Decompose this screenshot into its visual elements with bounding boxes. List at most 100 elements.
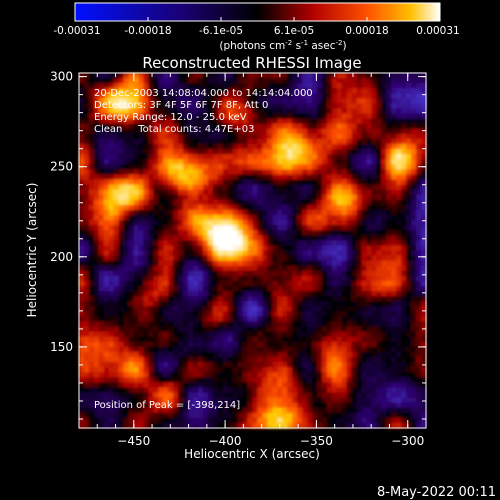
heatmap-cell xyxy=(321,316,328,323)
heatmap-cell xyxy=(336,98,343,105)
heatmap-cell xyxy=(108,209,115,216)
heatmap-cell xyxy=(391,138,397,145)
heatmap-cell xyxy=(311,179,318,186)
heatmap-cell xyxy=(193,397,199,404)
heatmap-cell xyxy=(128,169,135,176)
heatmap-cell xyxy=(307,113,313,120)
heatmap-cell xyxy=(371,316,378,323)
heatmap-cell xyxy=(381,88,387,94)
heatmap-cell xyxy=(138,377,145,383)
heatmap-cell xyxy=(311,407,318,414)
heatmap-cell xyxy=(351,184,358,191)
heatmap-cell xyxy=(302,407,308,414)
heatmap-cell xyxy=(108,260,115,267)
heatmap-cell xyxy=(257,346,264,353)
heatmap-cell xyxy=(302,301,308,307)
heatmap-cell xyxy=(391,194,397,201)
heatmap-cell xyxy=(376,103,382,110)
heatmap-cell xyxy=(396,326,402,333)
heatmap-cell xyxy=(361,367,368,373)
heatmap-cell xyxy=(178,367,184,373)
heatmap-cell xyxy=(158,149,164,155)
heatmap-cell xyxy=(297,357,303,363)
heatmap-cell xyxy=(401,169,407,176)
heatmap-cell xyxy=(381,225,387,231)
heatmap-cell xyxy=(262,240,268,247)
heatmap-cell xyxy=(351,189,358,196)
heatmap-cell xyxy=(371,280,378,287)
heatmap-cell xyxy=(316,316,323,323)
heatmap-cell xyxy=(346,204,353,211)
heatmap-cell xyxy=(232,123,239,130)
heatmap-cell xyxy=(297,397,303,404)
heatmap-cell xyxy=(93,215,100,221)
heatmap-cell xyxy=(108,321,115,328)
heatmap-cell xyxy=(292,341,298,348)
heatmap-cell xyxy=(267,189,273,196)
heatmap-cell xyxy=(79,316,85,323)
heatmap-cell xyxy=(401,260,407,267)
heatmap-cell xyxy=(237,291,244,297)
heatmap-cell xyxy=(227,407,234,414)
heatmap-cell xyxy=(297,286,303,292)
heatmap-cell xyxy=(316,255,323,262)
heatmap-cell xyxy=(277,301,283,307)
heatmap-cell xyxy=(237,377,244,383)
heatmap-cell xyxy=(321,422,328,429)
heatmap-cell xyxy=(79,194,85,201)
heatmap-cell xyxy=(237,336,244,343)
heatmap-cell xyxy=(178,291,184,297)
heatmap-cell xyxy=(311,301,318,307)
heatmap-cell xyxy=(83,275,90,282)
heatmap-cell xyxy=(391,270,397,277)
heatmap-cell xyxy=(143,412,149,419)
heatmap-cell xyxy=(257,296,264,302)
heatmap-cell xyxy=(188,301,194,307)
heatmap-cell xyxy=(331,204,338,211)
heatmap-cell xyxy=(321,184,328,191)
heatmap-cell xyxy=(88,255,95,262)
heatmap-cell xyxy=(207,311,214,318)
heatmap-cell xyxy=(396,88,402,94)
heatmap-cell xyxy=(361,240,368,247)
heatmap-cell xyxy=(148,341,154,348)
heatmap-cell xyxy=(411,336,417,343)
heatmap-cell xyxy=(326,311,333,318)
heatmap-cell xyxy=(336,220,343,226)
heatmap-cell xyxy=(391,235,397,241)
heatmap-cell xyxy=(366,245,373,252)
heatmap-cell xyxy=(93,138,100,145)
heatmap-cell xyxy=(93,133,100,140)
heatmap-cell xyxy=(93,123,100,130)
heatmap-cell xyxy=(113,291,120,297)
heatmap-cell xyxy=(297,306,303,312)
heatmap-cell xyxy=(311,138,318,145)
heatmap-cell xyxy=(79,245,85,252)
heatmap-cell xyxy=(123,118,130,125)
heatmap-cell xyxy=(292,189,298,196)
heatmap-cell xyxy=(138,184,145,191)
heatmap-cell xyxy=(202,179,209,186)
heatmap-cell xyxy=(376,372,382,378)
heatmap-cell xyxy=(252,169,259,176)
heatmap-cell xyxy=(103,144,110,150)
heatmap-cell xyxy=(183,103,189,110)
heatmap-cell xyxy=(267,194,273,201)
heatmap-cell xyxy=(93,235,100,241)
heatmap-cell xyxy=(242,346,249,353)
heatmap-cell xyxy=(83,128,90,135)
heatmap-cell xyxy=(247,392,254,399)
heatmap-cell xyxy=(391,225,397,231)
heatmap-cell xyxy=(133,362,140,368)
heatmap-cell xyxy=(158,382,164,389)
heatmap-cell xyxy=(193,194,199,201)
heatmap-cell xyxy=(123,164,130,170)
heatmap-cell xyxy=(297,138,303,145)
heatmap-cell xyxy=(282,128,288,135)
heatmap-cell xyxy=(197,225,204,231)
heatmap-cell xyxy=(252,164,259,170)
heatmap-cell xyxy=(391,417,397,424)
heatmap-cell xyxy=(183,113,189,120)
heatmap-cell xyxy=(277,199,283,206)
heatmap-cell xyxy=(371,159,378,165)
